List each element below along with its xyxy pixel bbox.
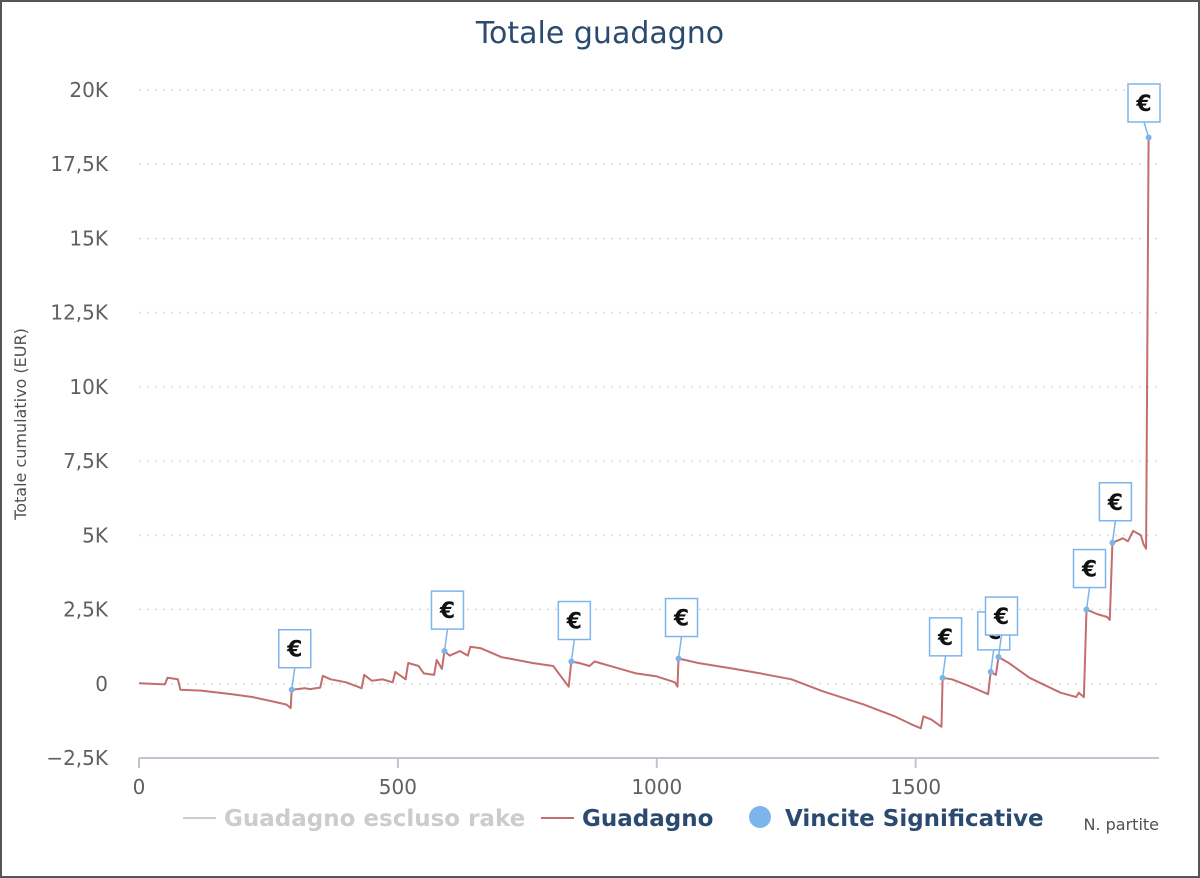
x-tick-label: 0 xyxy=(133,775,146,799)
vincita-point[interactable] xyxy=(568,658,575,665)
flag-connector xyxy=(290,667,296,690)
flag-label: € xyxy=(1081,558,1097,583)
vincita-point[interactable] xyxy=(987,668,994,675)
vincita-point[interactable] xyxy=(1083,606,1090,613)
chart-title: Totale guadagno xyxy=(475,16,724,51)
y-tick-label: 7,5K xyxy=(63,449,109,473)
vincita-flag[interactable]: € xyxy=(1098,482,1133,546)
y-tick-label: 2,5K xyxy=(63,598,109,622)
flag-box xyxy=(557,600,592,641)
x-tick-label: 1000 xyxy=(631,775,682,799)
legend-item-vincite[interactable]: Vincite Significative xyxy=(749,806,1044,832)
legend-item-guadagno[interactable]: Guadagno xyxy=(541,806,713,832)
flag-box xyxy=(1098,482,1133,522)
flag-label: € xyxy=(937,626,953,651)
vincita-flag[interactable]: € xyxy=(928,617,963,681)
series-layer xyxy=(138,137,1150,730)
flag-label: € xyxy=(1135,92,1151,117)
vincita-point[interactable] xyxy=(1109,539,1116,546)
legend: Guadagno escluso rake Guadagno Vincite S… xyxy=(183,806,1044,832)
flag-box xyxy=(984,596,1019,636)
y-tick-label: 15K xyxy=(69,226,108,250)
vincita-point[interactable] xyxy=(1145,134,1152,141)
vincita-flag[interactable]: € xyxy=(277,628,312,693)
vincita-flag[interactable]: € xyxy=(1072,548,1107,613)
flag-connector xyxy=(989,649,995,673)
grid-lines xyxy=(139,89,1159,685)
vincita-point[interactable] xyxy=(939,674,946,681)
y-tick-labels: −2,5K 0 2,5K 5K 7,5K 10K 12,5K 15K 17,5K 20K xyxy=(46,78,109,770)
vincita-flag[interactable]: € xyxy=(430,590,465,655)
legend-item-escluso-rake[interactable]: Guadagno escluso rake xyxy=(183,806,525,832)
flag-label: € xyxy=(993,605,1009,630)
flag-box xyxy=(1072,548,1107,589)
flag-connector xyxy=(443,629,449,652)
y-axis-label: Totale cumulativo (EUR) xyxy=(11,328,30,521)
legend-label-vincite: Vincite Significative xyxy=(785,806,1044,832)
x-axis-label: N. partite xyxy=(1083,815,1159,834)
flag-label: € xyxy=(1107,491,1123,516)
vincita-point[interactable] xyxy=(995,654,1002,661)
y-tick-label: 20K xyxy=(69,78,108,102)
vincita-flag[interactable]: € xyxy=(557,600,592,665)
flag-connector xyxy=(941,655,947,678)
x-tick-label: 1500 xyxy=(890,775,941,799)
vincita-flag[interactable]: € xyxy=(664,597,699,662)
flag-box xyxy=(430,590,465,630)
flags-layer: €€€€€€€€€€ xyxy=(277,83,1161,693)
y-tick-label: 10K xyxy=(69,375,108,399)
vincita-point[interactable] xyxy=(675,655,682,662)
vincita-point[interactable] xyxy=(441,648,448,655)
flag-box xyxy=(277,628,312,669)
vincita-point[interactable] xyxy=(288,686,295,693)
y-tick-label: 5K xyxy=(82,523,109,547)
flag-connector xyxy=(997,634,1003,658)
flag-label: € xyxy=(673,607,689,632)
flag-label: € xyxy=(566,610,582,635)
legend-label-escluso-rake: Guadagno escluso rake xyxy=(224,806,525,832)
vincita-flag[interactable]: € xyxy=(1127,83,1161,141)
flag-label: € xyxy=(286,638,302,663)
flag-box xyxy=(1127,83,1161,123)
vincita-flag[interactable]: € xyxy=(984,596,1019,661)
flag-connector xyxy=(1085,587,1091,610)
legend-swatch-vincite xyxy=(749,806,771,828)
x-tick-label: 500 xyxy=(379,775,417,799)
flag-box xyxy=(664,597,699,638)
flag-box xyxy=(928,617,963,657)
x-axis: 0 500 1000 1500 xyxy=(133,757,1159,799)
flag-connector xyxy=(570,639,576,662)
flag-connector xyxy=(677,636,683,659)
y-tick-label: 12,5K xyxy=(50,301,109,325)
y-tick-label: −2,5K xyxy=(46,746,109,770)
flag-connector xyxy=(1111,520,1117,543)
series-line-guadagno[interactable] xyxy=(138,137,1150,730)
flag-label: € xyxy=(439,599,455,624)
y-tick-label: 17,5K xyxy=(50,152,109,176)
legend-label-guadagno: Guadagno xyxy=(582,806,713,832)
y-tick-label: 0 xyxy=(95,672,108,696)
